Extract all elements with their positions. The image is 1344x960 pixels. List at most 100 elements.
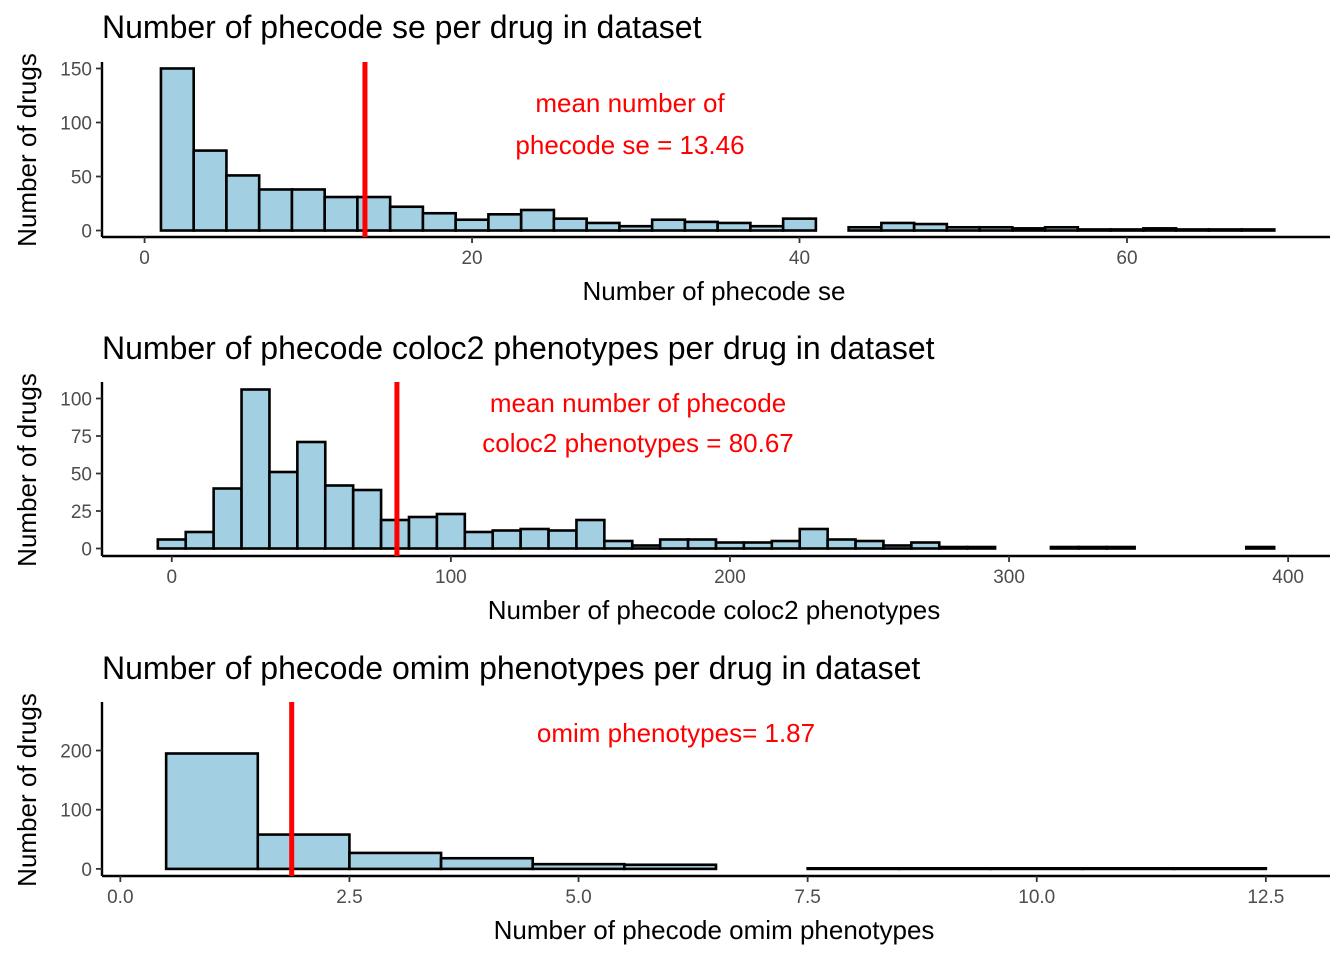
- histogram-bar: [407, 515, 439, 550]
- histogram-bar: [1244, 545, 1276, 550]
- mean-annotation-text: mean number of phecode: [490, 388, 786, 418]
- mean-annotation: omim phenotypes= 1.87: [289, 702, 815, 876]
- histogram-bar: [575, 518, 606, 550]
- histogram-bar: [618, 224, 654, 232]
- histogram-bar: [847, 225, 883, 232]
- histogram-bar: [351, 488, 383, 550]
- histogram-bar: [650, 218, 687, 232]
- histogram-bar: [463, 530, 495, 550]
- histogram-bar: [854, 539, 885, 550]
- histogram-bar: [1240, 228, 1276, 232]
- histogram-bars: [164, 752, 1268, 871]
- panel-title: Number of phecode omim phenotypes per dr…: [102, 650, 920, 686]
- histogram-bar: [268, 470, 299, 550]
- histogram-bar: [356, 195, 392, 232]
- y-tick-label: 100: [60, 113, 92, 134]
- y-tick-label: 0: [81, 540, 92, 561]
- histogram-bar: [882, 544, 913, 550]
- x-tick-label: 7.5: [794, 887, 820, 908]
- y-tick-label: 200: [60, 742, 92, 763]
- histogram-bar: [184, 530, 215, 550]
- x-tick-label: 400: [1272, 567, 1304, 588]
- histogram-bar: [348, 851, 443, 871]
- mean-annotation: mean number of phecode se = 13.46: [362, 62, 745, 237]
- histogram-bar: [547, 529, 578, 550]
- histogram-bar: [296, 440, 327, 550]
- x-tick-label: 12.5: [1247, 887, 1284, 908]
- histogram-bar: [323, 195, 359, 232]
- histogram-bar: [912, 222, 949, 232]
- x-axis-label: Number of phecode omim phenotypes: [494, 915, 935, 945]
- histogram-bar: [491, 529, 522, 550]
- axes: 0 100 200 0.0 2.5 5.0 7.5 10.0 12.5: [60, 702, 1330, 908]
- histogram-bar: [439, 856, 535, 871]
- histogram-bar: [435, 512, 467, 550]
- x-axis-label: Number of phecode se: [582, 276, 845, 306]
- histogram-bar: [256, 833, 351, 871]
- x-tick-label: 40: [789, 248, 810, 269]
- x-tick-label: 300: [993, 567, 1025, 588]
- y-tick-label: 25: [71, 502, 92, 523]
- histogram-bar: [623, 863, 718, 871]
- mean-annotation: mean number of phecode coloc2 phenotypes …: [394, 382, 794, 556]
- axes: 0 50 100 150 0 20 40 60: [60, 59, 1330, 269]
- histogram-bar: [1172, 867, 1268, 871]
- x-tick-label: 0.0: [107, 887, 133, 908]
- histogram-bar: [323, 484, 355, 550]
- x-tick-label: 20: [461, 248, 482, 269]
- histogram-bar: [1142, 227, 1178, 232]
- histogram-bar: [798, 527, 829, 550]
- histogram-bar: [519, 527, 550, 550]
- histogram-bar: [164, 752, 260, 871]
- x-tick-label: 100: [435, 567, 467, 588]
- histogram-bar: [603, 539, 634, 550]
- histogram-bar: [965, 545, 997, 550]
- y-tick-label: 50: [71, 465, 92, 486]
- histogram-bar: [159, 67, 195, 232]
- y-axis-label: Number of drugs: [12, 373, 42, 567]
- histogram-bar: [989, 867, 1084, 871]
- histogram-bar: [1076, 228, 1112, 232]
- histogram-bar: [937, 545, 969, 550]
- histogram-bar: [770, 539, 802, 550]
- histogram-bar: [978, 225, 1014, 232]
- y-tick-label: 50: [71, 168, 92, 189]
- histogram-bar: [1174, 228, 1211, 232]
- histogram-bar: [781, 217, 818, 232]
- histogram-bar: [212, 487, 243, 550]
- histogram-bar: [585, 221, 621, 232]
- x-tick-label: 60: [1116, 248, 1137, 269]
- histogram-bar: [716, 221, 752, 232]
- histogram-bar: [454, 218, 490, 232]
- mean-annotation-text: coloc2 phenotypes = 80.67: [482, 428, 794, 458]
- y-tick-label: 100: [60, 390, 92, 411]
- histogram-bar: [714, 541, 746, 550]
- histogram-bar: [910, 541, 941, 550]
- mean-annotation-text: omim phenotypes= 1.87: [537, 718, 815, 748]
- x-tick-label: 0: [166, 567, 177, 588]
- histogram-bar: [531, 862, 626, 871]
- y-tick-label: 75: [71, 427, 92, 448]
- histogram-bar: [880, 221, 916, 232]
- histogram-bar: [686, 538, 718, 550]
- panel-phecode-se: Number of phecode se per drug in dataset…: [12, 9, 1330, 306]
- histogram-bar: [156, 538, 188, 550]
- x-tick-label: 0: [139, 248, 150, 269]
- histogram-bar: [257, 188, 294, 232]
- histogram-bar: [192, 149, 228, 232]
- histogram-bar: [388, 205, 425, 232]
- histogram-bar: [552, 217, 588, 232]
- histogram-bar: [1043, 225, 1080, 232]
- histogram-bar: [1049, 545, 1081, 550]
- y-tick-label: 0: [81, 222, 92, 243]
- x-tick-label: 10.0: [1018, 887, 1055, 908]
- histogram-bars: [156, 388, 1276, 550]
- axes: 0 25 50 75 100 0 100 200 300 400: [60, 382, 1330, 588]
- panel-phecode-omim: Number of phecode omim phenotypes per dr…: [12, 650, 1330, 945]
- histogram-bar: [290, 188, 326, 232]
- y-axis-label: Number of drugs: [12, 693, 42, 887]
- histogram-bars: [159, 67, 1276, 232]
- histogram-bar: [630, 544, 662, 550]
- histogram-bar: [683, 220, 719, 232]
